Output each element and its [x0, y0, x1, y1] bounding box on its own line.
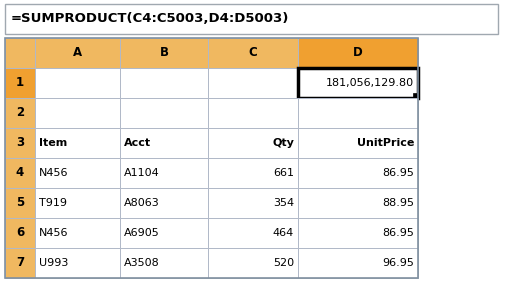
Text: T919: T919	[39, 198, 67, 208]
Text: D: D	[353, 46, 363, 60]
Text: 3: 3	[16, 136, 24, 150]
Text: U993: U993	[39, 258, 69, 268]
Bar	[5, 188, 35, 218]
Text: N456: N456	[39, 228, 69, 238]
Text: 464: 464	[273, 228, 294, 238]
Text: A3508: A3508	[124, 258, 160, 268]
Bar	[5, 38, 35, 68]
Bar	[208, 158, 298, 188]
Text: 88.95: 88.95	[382, 198, 414, 208]
Text: 86.95: 86.95	[382, 168, 414, 178]
Bar	[5, 158, 35, 188]
Bar	[208, 248, 298, 278]
Bar	[120, 128, 208, 158]
Bar	[298, 98, 418, 128]
Bar	[298, 218, 418, 248]
Bar	[298, 68, 418, 98]
Bar	[298, 38, 418, 68]
Bar	[120, 188, 208, 218]
Text: 4: 4	[16, 166, 24, 180]
Bar	[120, 218, 208, 248]
Bar	[208, 128, 298, 158]
Bar	[35, 128, 120, 158]
Text: UnitPrice: UnitPrice	[357, 138, 414, 148]
Bar	[5, 4, 498, 34]
Bar	[5, 248, 35, 278]
Bar	[298, 158, 418, 188]
Text: 354: 354	[273, 198, 294, 208]
Bar	[5, 68, 35, 98]
Bar	[35, 68, 120, 98]
Bar	[208, 68, 298, 98]
Bar	[208, 218, 298, 248]
Bar	[298, 128, 418, 158]
Bar	[120, 38, 208, 68]
Text: 661: 661	[273, 168, 294, 178]
Text: A1104: A1104	[124, 168, 160, 178]
Bar	[35, 98, 120, 128]
Text: A: A	[73, 46, 82, 60]
Text: Qty: Qty	[272, 138, 294, 148]
Text: C: C	[248, 46, 258, 60]
Bar	[120, 158, 208, 188]
Bar	[298, 188, 418, 218]
Text: 96.95: 96.95	[382, 258, 414, 268]
Text: 181,056,129.80: 181,056,129.80	[326, 78, 414, 88]
Bar	[5, 128, 35, 158]
Text: A8063: A8063	[124, 198, 160, 208]
Bar	[35, 188, 120, 218]
Bar	[5, 98, 35, 128]
Bar	[35, 38, 120, 68]
Bar	[298, 248, 418, 278]
Text: =SUMPRODUCT(C4:C5003,D4:D5003): =SUMPRODUCT(C4:C5003,D4:D5003)	[11, 13, 290, 25]
Text: Acct: Acct	[124, 138, 151, 148]
Bar	[35, 158, 120, 188]
Text: 2: 2	[16, 107, 24, 119]
Bar	[208, 188, 298, 218]
Text: 86.95: 86.95	[382, 228, 414, 238]
Bar	[413, 93, 418, 98]
Text: 520: 520	[273, 258, 294, 268]
Bar	[5, 218, 35, 248]
Bar	[208, 98, 298, 128]
Text: A6905: A6905	[124, 228, 160, 238]
Text: 7: 7	[16, 256, 24, 270]
Bar	[5, 38, 418, 278]
Text: 1: 1	[16, 77, 24, 90]
Text: Item: Item	[39, 138, 67, 148]
Text: N456: N456	[39, 168, 69, 178]
Bar	[120, 248, 208, 278]
Bar	[298, 68, 418, 98]
Text: 5: 5	[16, 197, 24, 209]
Bar	[120, 98, 208, 128]
Text: B: B	[160, 46, 169, 60]
Bar	[35, 218, 120, 248]
Bar	[208, 38, 298, 68]
Bar	[120, 68, 208, 98]
Bar	[35, 248, 120, 278]
Text: 6: 6	[16, 227, 24, 239]
